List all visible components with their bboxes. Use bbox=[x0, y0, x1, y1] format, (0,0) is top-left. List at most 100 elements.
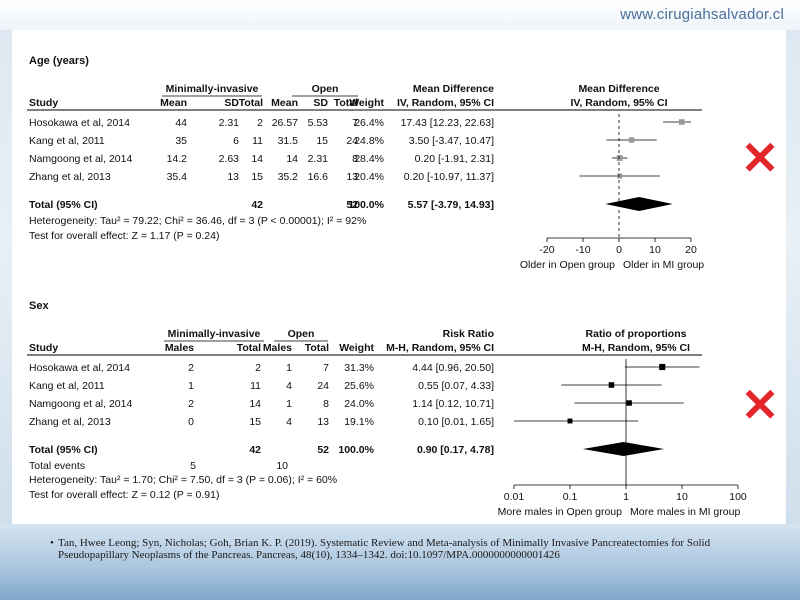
slide-header-bar bbox=[0, 0, 800, 30]
s2-study-ci-text: 1.14 [0.12, 10.71] bbox=[412, 398, 494, 410]
s1-x-tick-label: 20 bbox=[685, 244, 697, 256]
citation-band bbox=[0, 524, 800, 600]
s2-heterogeneity: Heterogeneity: Tau² = 1.70; Chi² = 7.50,… bbox=[29, 474, 337, 486]
s1-total-ci-text: 5.57 [-3.79, 14.93] bbox=[408, 199, 494, 211]
s1-col-header: Weight bbox=[349, 97, 384, 109]
s2-col-header: Males bbox=[165, 342, 194, 354]
s1-study-name: Zhang et al, 2013 bbox=[29, 171, 111, 183]
s1-study-cell: 24 bbox=[346, 135, 358, 147]
s2-x-tick-label: 0.01 bbox=[504, 491, 525, 503]
s1-effect-header: Mean Difference bbox=[413, 83, 494, 95]
s2-study-cell: 31.3% bbox=[344, 362, 374, 374]
s2-plot-subheader: M-H, Random, 95% CI bbox=[582, 342, 690, 354]
s2-total-events-open: 10 bbox=[276, 460, 288, 472]
s1-study-ci-text: 3.50 [-3.47, 10.47] bbox=[409, 135, 494, 147]
s2-col-header: Weight bbox=[339, 342, 374, 354]
s2-col-header: Total bbox=[305, 342, 329, 354]
s2-study-cell: 11 bbox=[250, 380, 261, 392]
s2-total-events-label: Total events bbox=[29, 460, 85, 472]
s2-study-name: Kang et al, 2011 bbox=[29, 380, 105, 392]
s1-red-x-mark: ✕ bbox=[741, 132, 780, 184]
s2-study-cell: 25.6% bbox=[344, 380, 374, 392]
s2-study-ci-text: 0.55 [0.07, 4.33] bbox=[418, 380, 494, 392]
s2-study-cell: 19.1% bbox=[344, 416, 374, 428]
s1-heterogeneity: Heterogeneity: Tau² = 79.22; Chi² = 36.4… bbox=[29, 215, 366, 227]
s1-col-header: Mean bbox=[160, 97, 187, 109]
s2-study-cell: 2 bbox=[255, 362, 261, 374]
s1-study-cell: 28.4% bbox=[354, 153, 384, 165]
s2-study-cell: 1 bbox=[286, 398, 292, 410]
s1-study-cell: 35.2 bbox=[278, 171, 299, 183]
s2-total-ci-text: 0.90 [0.17, 4.78] bbox=[417, 444, 494, 456]
s2-point-estimate bbox=[626, 400, 632, 406]
s2-pooled-diamond bbox=[582, 442, 665, 456]
s1-study-cell: 2.31 bbox=[308, 153, 329, 165]
s2-study-cell: 2 bbox=[188, 362, 194, 374]
s1-study-ci-text: 17.43 [12.23, 22.63] bbox=[401, 117, 494, 129]
s1-study-cell: 26.57 bbox=[272, 117, 298, 129]
s1-total-open: 52 bbox=[346, 199, 358, 211]
s2-axis-left-label: More males in Open group bbox=[498, 506, 622, 518]
site-url: www.cirugiahsalvador.cl bbox=[620, 6, 784, 23]
s1-col-header: SD bbox=[313, 97, 328, 109]
s2-x-tick-label: 100 bbox=[729, 491, 747, 503]
s2-group-header-mi: Minimally-invasive bbox=[168, 328, 261, 340]
s1-study-cell: 5.53 bbox=[308, 117, 329, 129]
forest-plots: Age (years) Minimally-invasive Open Mean Di… bbox=[27, 55, 780, 518]
s1-study-cell: 26.4% bbox=[354, 117, 384, 129]
s1-overall-effect: Test for overall effect: Z = 1.17 (P = 0… bbox=[29, 230, 219, 242]
s2-study-cell: 0 bbox=[188, 416, 194, 428]
s1-study-cell: 16.6 bbox=[308, 171, 329, 183]
s1-study-name: Hosokawa et al, 2014 bbox=[29, 117, 130, 129]
s2-axis-right-label: More males in MI group bbox=[630, 506, 740, 518]
s1-study-cell: 14 bbox=[251, 153, 263, 165]
s1-group-header-open: Open bbox=[312, 83, 339, 95]
s1-axis-left-label: Older in Open group bbox=[520, 259, 615, 271]
s2-col-header: Males bbox=[263, 342, 292, 354]
s2-study-ci-text: 4.44 [0.96, 20.50] bbox=[412, 362, 494, 374]
s1-study-cell: 35 bbox=[175, 135, 187, 147]
s1-study-name: Kang et al, 2011 bbox=[29, 135, 105, 147]
s2-study-cell: 1 bbox=[188, 380, 194, 392]
s1-study-cell: 14.2 bbox=[167, 153, 188, 165]
s2-study-cell: 7 bbox=[323, 362, 329, 374]
s2-total-label: Total (95% CI) bbox=[29, 444, 98, 456]
s1-study-cell: 2 bbox=[257, 117, 263, 129]
s1-study-cell: 44 bbox=[175, 117, 187, 129]
s1-study-cell: 2.31 bbox=[219, 117, 240, 129]
s1-study-cell: 8 bbox=[352, 153, 358, 165]
s2-group-header-open: Open bbox=[288, 328, 315, 340]
s1-plot-subheader: IV, Random, 95% CI bbox=[570, 97, 667, 109]
s1-study-cell: 35.4 bbox=[167, 171, 188, 183]
s1-effect-subheader: IV, Random, 95% CI bbox=[397, 97, 494, 109]
s2-study-cell: 2 bbox=[188, 398, 194, 410]
s1-point-estimate bbox=[617, 173, 623, 179]
s2-point-estimate bbox=[608, 382, 615, 388]
s1-study-cell: 24.8% bbox=[354, 135, 384, 147]
s1-plot-header: Mean Difference bbox=[578, 83, 659, 95]
s2-total-weight: 100.0% bbox=[338, 444, 374, 456]
s1-study-cell: 20.4% bbox=[354, 171, 384, 183]
citation-bullet: • bbox=[50, 537, 54, 549]
s2-overall-effect: Test for overall effect: Z = 0.12 (P = 0… bbox=[29, 489, 219, 501]
s2-study-cell: 14 bbox=[249, 398, 261, 410]
s1-study-cell: 2.63 bbox=[219, 153, 240, 165]
s2-study-cell: 8 bbox=[323, 398, 329, 410]
s1-study-cell: 13 bbox=[227, 171, 239, 183]
s2-study-name: Zhang et al, 2013 bbox=[29, 416, 111, 428]
s1-group-header-mi: Minimally-invasive bbox=[166, 83, 259, 95]
s1-total-weight: 100.0% bbox=[348, 199, 384, 211]
s1-col-header: Mean bbox=[271, 97, 298, 109]
s1-axis-right-label: Older in MI group bbox=[623, 259, 704, 271]
s1-col-header: SD bbox=[224, 97, 239, 109]
s1-study-ci-text: 0.20 [-10.97, 11.37] bbox=[404, 171, 494, 183]
s1-point-estimate bbox=[616, 155, 623, 161]
s2-study-ci-text: 0.10 [0.01, 1.65] bbox=[418, 416, 494, 428]
s1-study-cell: 15 bbox=[251, 171, 263, 183]
s2-plot-header: Ratio of proportions bbox=[586, 328, 687, 340]
s1-study-cell: 13 bbox=[346, 171, 358, 183]
s2-total-mi: 42 bbox=[249, 444, 261, 456]
s2-effect-subheader: M-H, Random, 95% CI bbox=[386, 342, 494, 354]
s2-red-x-mark: ✕ bbox=[741, 379, 780, 431]
s2-col-header: Total bbox=[237, 342, 261, 354]
